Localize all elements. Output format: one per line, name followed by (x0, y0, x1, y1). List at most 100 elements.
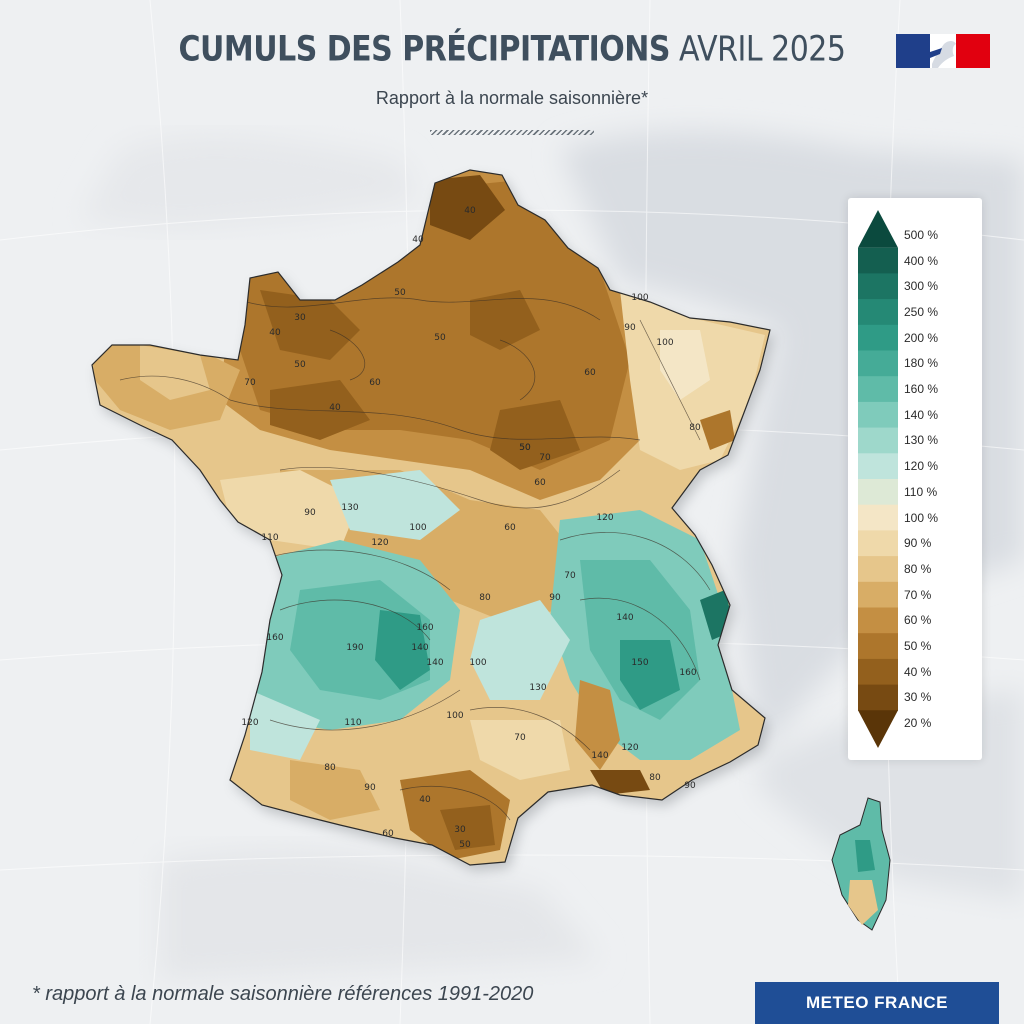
legend-label: 50 % (904, 639, 932, 654)
legend-swatch (858, 299, 898, 326)
legend-swatch (858, 633, 898, 660)
svg-text:30: 30 (294, 313, 306, 323)
svg-text:110: 110 (261, 533, 278, 543)
svg-text:70: 70 (564, 571, 576, 581)
legend-label: 160 % (904, 382, 939, 397)
svg-text:60: 60 (504, 523, 516, 533)
legend-label: 300 % (904, 279, 939, 294)
legend-swatch (858, 273, 898, 300)
republique-francaise-logo-icon (896, 34, 990, 68)
legend-swatch (858, 427, 898, 454)
svg-text:120: 120 (596, 513, 613, 523)
legend-label: 180 % (904, 356, 939, 371)
map-title: CUMULS DES PRÉCIPITATIONS AVRIL 2025 (0, 29, 1024, 69)
svg-text:40: 40 (464, 206, 476, 216)
svg-text:90: 90 (304, 508, 316, 518)
svg-text:100: 100 (469, 658, 486, 668)
legend-swatch (858, 710, 898, 748)
svg-text:80: 80 (479, 593, 491, 603)
legend-label: 100 % (904, 510, 939, 525)
title-light: AVRIL 2025 (679, 29, 846, 70)
svg-text:130: 130 (529, 683, 546, 693)
legend-label: 400 % (904, 253, 939, 268)
svg-text:160: 160 (416, 623, 433, 633)
map-subtitle: Rapport à la normale saisonnière* (375, 88, 649, 108)
svg-text:40: 40 (419, 795, 431, 805)
svg-text:70: 70 (244, 378, 256, 388)
legend-color-bar (858, 210, 898, 748)
svg-text:50: 50 (294, 360, 306, 370)
svg-text:120: 120 (371, 538, 388, 548)
legend-swatch (858, 401, 898, 429)
svg-text:160: 160 (266, 633, 283, 643)
svg-text:40: 40 (269, 328, 281, 338)
svg-text:90: 90 (624, 323, 636, 333)
legend-label: 20 % (904, 716, 932, 731)
legend-label: 500 % (904, 227, 939, 242)
legend-label: 30 % (904, 690, 932, 705)
legend-swatch (858, 376, 898, 403)
legend-swatch (858, 607, 898, 634)
corsica (831, 797, 891, 931)
legend-swatch (858, 684, 898, 711)
legend-swatch (858, 479, 898, 506)
svg-text:60: 60 (584, 368, 596, 378)
svg-text:130: 130 (341, 503, 358, 513)
svg-text:140: 140 (591, 751, 608, 761)
svg-text:40: 40 (412, 235, 424, 245)
legend-swatch (858, 530, 898, 557)
svg-text:70: 70 (539, 453, 551, 463)
legend-labels: 500 % 400 % 300 % 250 % 200 % 180 % 160 % 140 %… (904, 198, 980, 760)
svg-text:90: 90 (684, 781, 696, 791)
svg-text:90: 90 (364, 783, 376, 793)
legend-label: 130 % (904, 433, 939, 448)
svg-text:50: 50 (459, 840, 471, 850)
legend-label: 140 % (904, 407, 939, 422)
svg-text:100: 100 (446, 711, 463, 721)
legend-label: 70 % (904, 587, 932, 602)
svg-text:120: 120 (241, 718, 258, 728)
svg-text:60: 60 (369, 378, 381, 388)
svg-text:30: 30 (454, 825, 466, 835)
svg-text:80: 80 (689, 423, 701, 433)
title-bold: CUMULS DES PRÉCIPITATIONS (178, 29, 671, 70)
legend-swatch (858, 581, 898, 608)
svg-text:50: 50 (519, 443, 531, 453)
svg-text:140: 140 (426, 658, 443, 668)
legend-label: 90 % (904, 536, 932, 551)
svg-text:50: 50 (394, 288, 406, 298)
legend-label: 40 % (904, 664, 932, 679)
legend-swatch (858, 504, 898, 531)
svg-text:140: 140 (411, 643, 428, 653)
svg-text:60: 60 (534, 478, 546, 488)
svg-text:40: 40 (329, 403, 341, 413)
legend-label: 250 % (904, 304, 939, 319)
legend-swatch (858, 453, 898, 480)
legend-swatch (858, 247, 898, 274)
legend-swatch (858, 556, 898, 583)
svg-text:140: 140 (616, 613, 633, 623)
legend-label: 60 % (904, 613, 932, 628)
svg-text:150: 150 (631, 658, 648, 668)
svg-text:70: 70 (514, 733, 526, 743)
svg-text:190: 190 (346, 643, 363, 653)
svg-text:110: 110 (344, 718, 361, 728)
svg-text:100: 100 (656, 338, 673, 348)
svg-text:50: 50 (434, 333, 446, 343)
svg-text:100: 100 (631, 293, 648, 303)
legend-swatch (858, 210, 898, 248)
legend-label: 200 % (904, 330, 939, 345)
legend-swatch (858, 324, 898, 351)
svg-text:120: 120 (621, 743, 638, 753)
svg-text:100: 100 (409, 523, 426, 533)
svg-text:50: 50 (519, 443, 531, 453)
legend-swatch (858, 658, 898, 686)
legend-label: 120 % (904, 459, 939, 474)
svg-text:80: 80 (324, 763, 336, 773)
legend-label: 80 % (904, 561, 932, 576)
footnote: * rapport à la normale saisonnière référ… (32, 983, 534, 1005)
contour-labels: 40 50 30 40 50 60 70 50 40 60 70 80 90 1… (241, 206, 701, 850)
svg-text:90: 90 (549, 593, 561, 603)
svg-text:60: 60 (382, 829, 394, 839)
title-underline (430, 130, 594, 135)
